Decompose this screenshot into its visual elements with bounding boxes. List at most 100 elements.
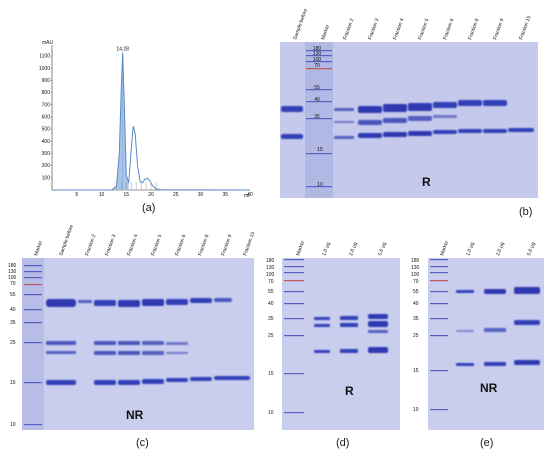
panel-e-gel: 180 130 100 70 55 40 35 25 15 10 Marker … bbox=[411, 240, 544, 430]
x-ticks: 5 10 15 20 25 30 35 40 bbox=[75, 192, 253, 198]
marker-label: 15 bbox=[268, 371, 274, 377]
marker-label: 70 bbox=[268, 279, 274, 285]
gel-background bbox=[428, 258, 544, 430]
lane-labels: Sample before Marker Fraction 2 Fraction… bbox=[292, 8, 532, 41]
marker-label: 35 bbox=[314, 114, 320, 120]
marker-label: 35 bbox=[10, 320, 16, 326]
condition-label: R bbox=[422, 175, 431, 189]
marker-labels: 180 130 100 70 55 40 35 15 10 bbox=[313, 46, 323, 188]
caption-d: (d) bbox=[336, 437, 350, 449]
marker-label: 100 bbox=[313, 57, 322, 63]
marker-label: 25 bbox=[268, 333, 274, 339]
marker-labels: 180 130 100 70 55 40 35 25 15 10 bbox=[266, 258, 275, 416]
sample-bands bbox=[456, 287, 540, 366]
marker-label: 100 bbox=[411, 272, 420, 278]
marker-label: 10 bbox=[268, 410, 274, 416]
x-tick-label: 25 bbox=[173, 192, 179, 198]
marker-ladder bbox=[24, 265, 42, 426]
marker-label: 35 bbox=[268, 316, 274, 322]
marker-label: 55 bbox=[413, 289, 419, 295]
marker-label: 130 bbox=[266, 265, 275, 271]
lane-label: 5.0 μg bbox=[377, 241, 388, 256]
marker-label: 10 bbox=[317, 182, 323, 188]
marker-ladder bbox=[284, 259, 304, 414]
lane-labels: Marker Sample before Fraction 2 Fraction… bbox=[33, 224, 256, 257]
marker-lane bbox=[22, 258, 44, 430]
x-tick-label: 5 bbox=[75, 192, 78, 198]
marker-label: 40 bbox=[268, 301, 274, 307]
x-tick-label: 35 bbox=[222, 192, 228, 198]
y-ticks: 1100 1000 900 800 700 600 500 400 300 200 100 bbox=[39, 54, 52, 181]
lane-label: Fraction 2 bbox=[84, 234, 97, 257]
lane-label: Fraction 9 bbox=[220, 234, 233, 257]
lane-label: Fraction 6 bbox=[174, 234, 187, 257]
marker-label: 55 bbox=[10, 292, 16, 298]
lane-label: 5.0 μg bbox=[526, 241, 537, 256]
marker-label: 70 bbox=[314, 63, 320, 69]
x-tick-label: 30 bbox=[198, 192, 204, 198]
marker-label: 70 bbox=[413, 279, 419, 285]
y-tick-label: 1000 bbox=[39, 66, 50, 72]
lane-labels: Marker 1.0 μg 2.0 μg 5.0 μg bbox=[439, 240, 537, 257]
lane-label: Fraction 3 bbox=[104, 234, 117, 257]
lane-label: Fraction 15 bbox=[518, 15, 532, 41]
x-tick-label: 40 bbox=[247, 192, 253, 198]
sample-bands bbox=[281, 100, 534, 139]
marker-label: 40 bbox=[10, 307, 16, 313]
marker-label: 55 bbox=[268, 289, 274, 295]
x-unit: ml bbox=[244, 193, 249, 199]
marker-label: 70 bbox=[10, 281, 16, 287]
marker-label: 180 bbox=[266, 258, 275, 264]
marker-label: 130 bbox=[313, 51, 322, 57]
condition-label: NR bbox=[480, 381, 498, 395]
lane-label: Fraction 3 bbox=[367, 18, 380, 41]
y-tick-label: 700 bbox=[42, 102, 51, 108]
panel-c-gel: 180 130 100 70 55 40 35 25 15 10 bbox=[8, 224, 257, 430]
marker-label: 35 bbox=[413, 316, 419, 322]
y-tick-label: 200 bbox=[42, 163, 51, 169]
condition-label: R bbox=[345, 384, 354, 398]
lane-label: Fraction 6 bbox=[442, 18, 455, 41]
y-tick-label: 600 bbox=[42, 114, 51, 120]
caption-b: (b) bbox=[519, 206, 533, 218]
lane-label: Fraction 4 bbox=[126, 234, 139, 257]
y-tick-label: 300 bbox=[42, 151, 51, 157]
lane-label: Fraction 8 bbox=[197, 234, 210, 257]
gel-background bbox=[282, 258, 400, 430]
lane-label: 1.0 μg bbox=[465, 241, 476, 256]
caption-c: (c) bbox=[136, 437, 149, 449]
y-tick-label: 900 bbox=[42, 78, 51, 84]
lane-label: Marker bbox=[33, 240, 44, 257]
y-tick-label: 1100 bbox=[39, 54, 50, 60]
marker-label: 180 bbox=[8, 263, 17, 269]
marker-label: 10 bbox=[10, 422, 16, 428]
y-tick-label: 100 bbox=[42, 175, 51, 181]
marker-ladder bbox=[306, 50, 332, 188]
marker-label: 40 bbox=[314, 97, 320, 103]
panel-a-chromatogram: mAU ml 110010009008007006005004003002001… bbox=[39, 40, 253, 199]
marker-labels: 180 130 100 70 55 40 35 25 15 10 bbox=[411, 258, 420, 413]
lane-label: Fraction 5 bbox=[417, 18, 430, 41]
panel-d-gel: 180 130 100 70 55 40 35 25 15 10 Marker … bbox=[266, 240, 400, 430]
lane-label: 2.0 μg bbox=[495, 241, 506, 256]
peak-label: 14.28 bbox=[116, 46, 129, 52]
panel-b-gel: 180 130 100 70 55 40 35 15 10 bbox=[280, 8, 538, 198]
peak-area bbox=[111, 52, 129, 191]
marker-label: 180 bbox=[411, 258, 420, 264]
lane-label: 1.0 μg bbox=[321, 241, 332, 256]
lane-label: Fraction 15 bbox=[242, 231, 256, 257]
lane-label: Fraction 4 bbox=[392, 18, 405, 41]
lane-label: Marker bbox=[439, 240, 450, 257]
uv-trace bbox=[52, 52, 251, 191]
marker-label: 55 bbox=[314, 85, 320, 91]
sample-bands bbox=[46, 298, 250, 385]
y-unit: mAU bbox=[42, 40, 54, 46]
marker-ladder bbox=[430, 259, 448, 411]
marker-label: 100 bbox=[8, 275, 17, 281]
y-tick-label: 500 bbox=[42, 127, 51, 133]
lane-label: Fraction 5 bbox=[150, 234, 163, 257]
marker-label: 130 bbox=[8, 269, 17, 275]
sample-bands bbox=[314, 314, 388, 353]
marker-label: 25 bbox=[10, 340, 16, 346]
